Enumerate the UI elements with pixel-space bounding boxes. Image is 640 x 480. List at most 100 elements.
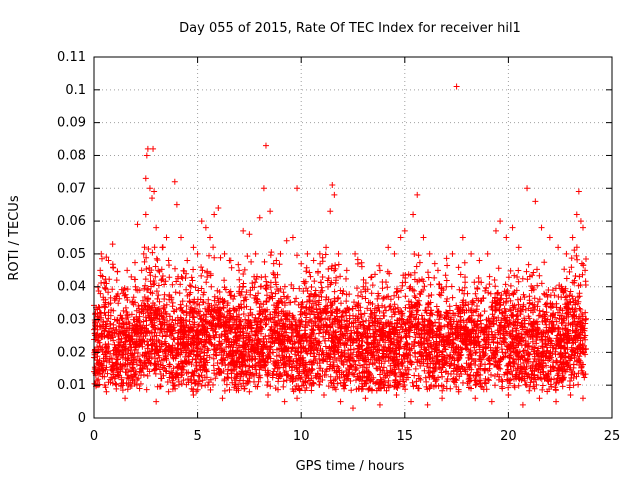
data-point [352,250,359,257]
data-point [178,234,185,241]
y-tick-label: 0.09 [57,116,86,131]
data-point [393,392,400,399]
x-tick-label: 5 [193,429,201,444]
data-point [569,234,576,241]
data-point [163,234,170,241]
data-point [443,283,450,290]
x-tick-label: 0 [90,429,98,444]
data-point [240,227,247,234]
data-point [298,260,305,267]
data-point [453,83,460,90]
data-point [283,237,290,244]
data-point [115,323,122,330]
data-point [252,250,259,257]
y-tick-label: 0.08 [57,148,86,163]
data-point [308,382,315,389]
data-point [573,211,580,218]
plot-frame [93,56,613,419]
data-point [360,283,367,290]
data-point [553,398,560,405]
data-point [136,385,143,392]
data-point [155,267,162,274]
data-point [368,290,375,297]
data-point [142,211,149,218]
y-tick-label: 0.03 [57,313,86,328]
data-point [331,191,338,198]
data-point [134,221,141,228]
data-point [579,224,586,231]
x-tick-label: 25 [604,429,621,444]
data-point [184,257,191,264]
data-point [410,211,417,218]
data-point [149,195,156,202]
data-point [515,244,522,251]
data-point [107,300,114,307]
y-tick-label: 0.07 [57,181,86,196]
y-axis-label: ROTI / TECUs [7,195,22,280]
data-point [105,257,112,264]
y-tick-label: 0 [78,411,86,426]
y-tick-label: 0.11 [57,50,86,65]
data-point [262,142,269,149]
data-point [575,188,582,195]
data-point [175,378,182,385]
data-point [260,185,267,192]
data-point [391,250,398,257]
data-point [434,267,441,274]
data-point [227,257,234,264]
data-point [329,181,336,188]
data-point [173,201,180,208]
data-point [408,398,415,405]
data-point [103,388,110,395]
y-tick-label: 0.01 [57,378,86,393]
data-point [159,244,166,251]
data-point [492,227,499,234]
data-point [150,145,157,152]
data-point [472,395,479,402]
data-point [140,250,147,257]
data-point [455,388,462,395]
data-point [146,185,153,192]
data-point [128,273,135,280]
y-tick-label: 0.05 [57,247,86,262]
data-point [343,267,350,274]
data-point [316,250,323,257]
data-point [120,290,127,297]
data-point [190,392,197,399]
data-point [376,401,383,408]
data-point [273,257,280,264]
chart-title: Day 055 of 2015, Rate Of TEC Index for r… [179,21,521,36]
data-point [327,208,334,215]
data-point [124,267,131,274]
data-point [142,175,149,182]
data-point [519,401,526,408]
data-point [503,234,510,241]
axis-ticks [93,56,613,419]
data-point [294,395,301,402]
data-point [246,388,253,395]
data-point [563,250,570,257]
data-point [215,204,222,211]
data-point [289,234,296,241]
data-point [439,395,446,402]
data-point [555,244,562,251]
data-point [190,244,197,251]
data-point [579,395,586,402]
data-point [219,395,226,402]
x-tick-labels: 0 5 10 15 20 25 [90,429,620,444]
data-point [171,178,178,185]
data-point [277,250,284,257]
data-point [505,392,512,399]
data-point [207,234,214,241]
data-point [281,398,288,405]
data-point [101,332,108,339]
x-tick-label: 10 [293,429,310,444]
data-point [236,267,243,274]
data-point [194,250,201,257]
data-point [532,198,539,205]
data-point [144,145,151,152]
y-tick-label: 0.02 [57,345,86,360]
data-point [204,382,211,389]
data-point [424,401,431,408]
